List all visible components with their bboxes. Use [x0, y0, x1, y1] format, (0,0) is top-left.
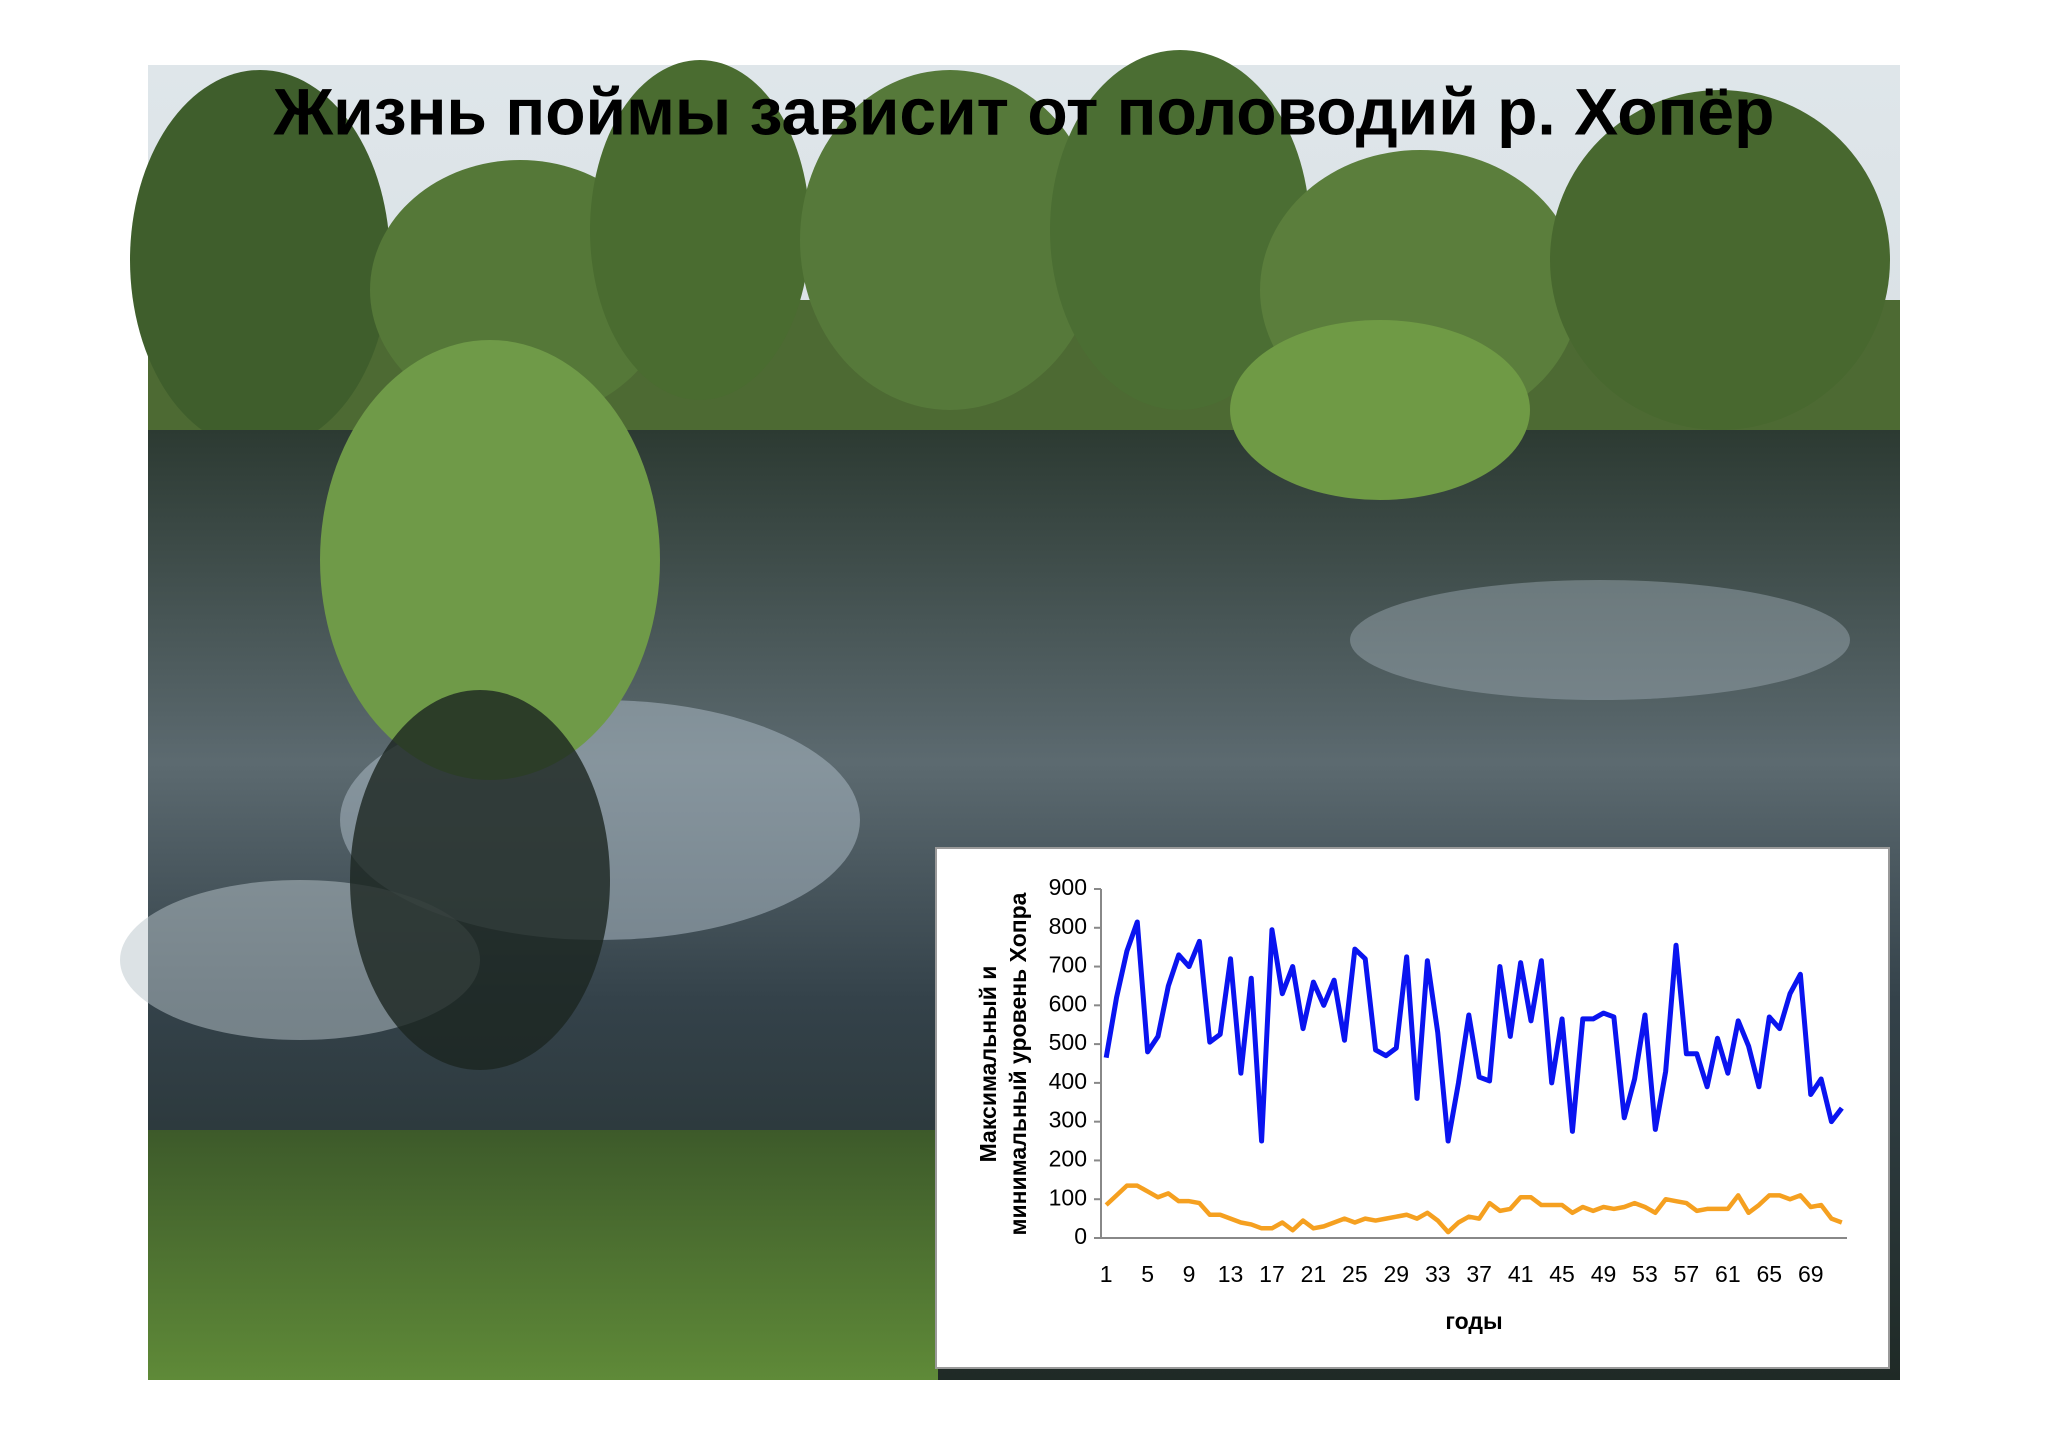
y-tick-label: 800 — [1049, 913, 1087, 939]
x-tick-label: 41 — [1508, 1261, 1534, 1287]
chart: 0 100 200 300 400 500 600 700 800 900 1 5 9 13 17 21 25 2… — [975, 874, 1847, 1334]
x-tick-label: 29 — [1383, 1261, 1409, 1287]
y-tick-label: 300 — [1049, 1107, 1087, 1133]
x-tick-label: 49 — [1591, 1261, 1617, 1287]
x-tick-label: 57 — [1674, 1261, 1700, 1287]
x-tick-label: 1 — [1100, 1261, 1113, 1287]
y-tick-label: 100 — [1049, 1184, 1087, 1210]
y-tick-label: 700 — [1049, 952, 1087, 978]
x-tick-label: 45 — [1549, 1261, 1575, 1287]
x-tick-label: 65 — [1756, 1261, 1782, 1287]
x-axis-title: годы — [1445, 1308, 1502, 1334]
x-tick-label: 17 — [1259, 1261, 1285, 1287]
x-tick-label: 9 — [1183, 1261, 1196, 1287]
x-tick-label: 13 — [1218, 1261, 1244, 1287]
y-tick-label: 500 — [1049, 1029, 1087, 1055]
y-tick-label: 400 — [1049, 1068, 1087, 1094]
x-tick-label: 25 — [1342, 1261, 1368, 1287]
x-tick-label: 69 — [1798, 1261, 1824, 1287]
x-tick-label: 53 — [1632, 1261, 1658, 1287]
data-line — [1104, 1183, 1843, 1235]
x-tick-label: 21 — [1301, 1261, 1327, 1287]
y-axis-title-line: минимальный уровень Хопра — [1005, 892, 1031, 1235]
y-axis-title: Максимальный и минимальный уровень Хопра — [975, 892, 1031, 1235]
y-tick-label: 200 — [1049, 1146, 1087, 1172]
y-tick-label: 600 — [1049, 990, 1087, 1016]
data-line — [1103, 919, 1844, 1144]
slide-title: Жизнь поймы зависит от половодий р. Хопё… — [273, 74, 1775, 148]
x-tick-label: 37 — [1466, 1261, 1492, 1287]
y-tick-label: 0 — [1074, 1223, 1087, 1249]
chart-panel — [935, 847, 1890, 1369]
x-tick-label: 33 — [1425, 1261, 1451, 1287]
x-tick-label: 61 — [1715, 1261, 1741, 1287]
y-axis-title-line: Максимальный и — [975, 966, 1001, 1163]
x-tick-label: 5 — [1141, 1261, 1154, 1287]
y-tick-label: 900 — [1049, 874, 1087, 900]
